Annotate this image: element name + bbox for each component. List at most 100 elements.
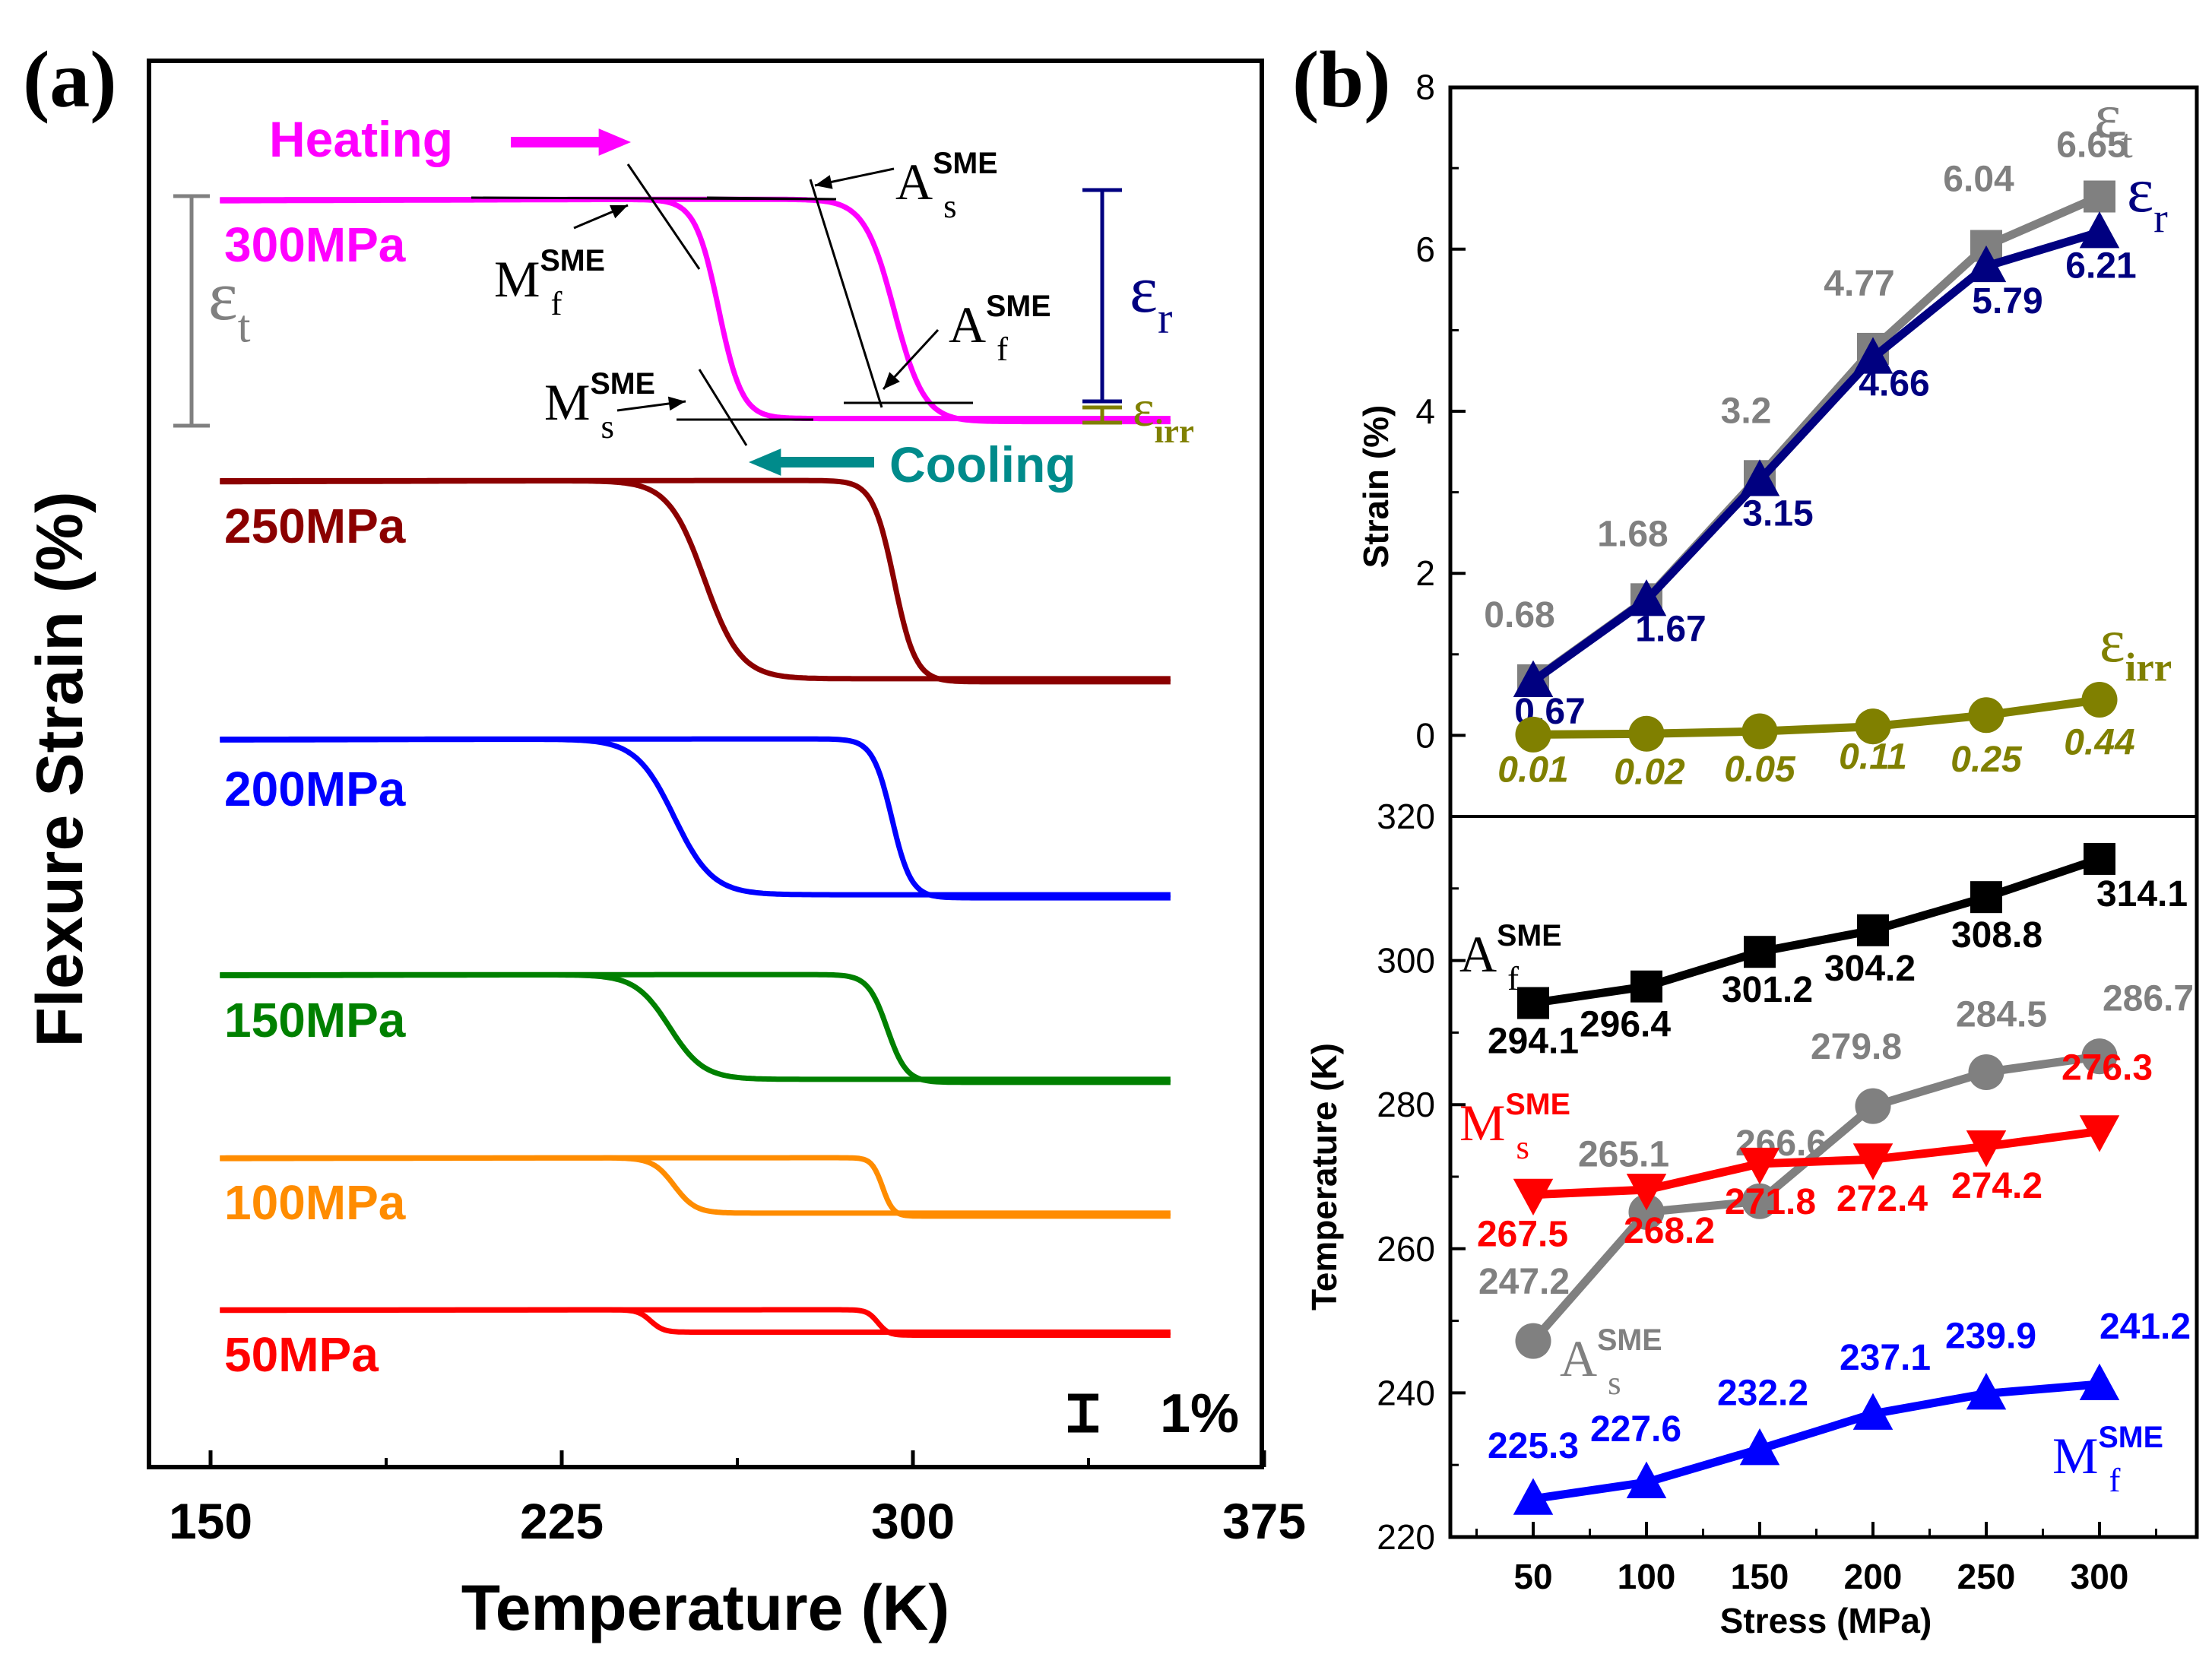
tangent-line: [698, 369, 748, 446]
data-point: [2079, 1363, 2120, 1401]
series-af: 294.1 296.4 301.2 304.2 308.8 314.1: [1488, 842, 2188, 1062]
data-label: 271.8: [1725, 1182, 1816, 1222]
data-label: 279.8: [1811, 1027, 1902, 1067]
axes-frame-b: [1448, 85, 2199, 1539]
x-tick-label: 150: [169, 1493, 252, 1549]
y-axis-title-top: Strain (%): [1356, 405, 1396, 569]
data-point: [1628, 1193, 1665, 1230]
x-tick-label: 300: [871, 1493, 955, 1549]
y-tick-label-bottom: 320: [1377, 797, 1435, 836]
scale-bar-label: 1%: [1160, 1383, 1239, 1444]
as-sme-label: ASME s: [895, 147, 998, 225]
data-point: [1744, 936, 1776, 968]
legend-ms-sme: MSME s: [1459, 1088, 1570, 1166]
data-label: 272.4: [1836, 1179, 1928, 1219]
data-label: 0.11: [1839, 737, 1907, 778]
x-axis-title-b: Stress (MPa): [1720, 1601, 1932, 1640]
symbol-base: A: [949, 296, 986, 353]
curve-200mpa: [219, 736, 1171, 901]
data-point: [1626, 1174, 1667, 1211]
eps-t-label: εt: [208, 257, 251, 352]
af-sme-label: ASME f: [949, 290, 1051, 368]
data-point: [1513, 660, 1554, 697]
symbol-base: ε: [1133, 379, 1155, 437]
symbol-base: A: [895, 153, 933, 211]
x-tick-label-b: 100: [1618, 1557, 1676, 1596]
data-label: 3.15: [1742, 494, 1813, 534]
data-point: [1628, 715, 1665, 752]
curve-label-300mpa: 300MPa: [224, 217, 406, 272]
data-label: 267.5: [1477, 1215, 1568, 1255]
series-line: [1532, 696, 2100, 739]
data-label: 268.2: [1624, 1211, 1715, 1251]
heating-label: Heating: [269, 111, 453, 167]
data-point: [2084, 180, 2115, 213]
cooling-label: Cooling: [889, 436, 1076, 493]
data-label: 296.4: [1580, 1005, 1671, 1045]
curve-label-50mpa: 50MPa: [224, 1327, 379, 1382]
eps-r-label: εr: [1130, 253, 1172, 343]
series-line: [1529, 1052, 2100, 1344]
tangent-line: [706, 196, 837, 201]
panel-b: (b) 0 2 4 6 8 Strain (%) 220 240 260 280 300 320 Temp…: [1292, 35, 2199, 1640]
data-label: 239.9: [1945, 1316, 2036, 1356]
data-point: [1741, 1183, 1778, 1219]
data-point: [2084, 842, 2115, 875]
curve-label-100mpa: 100MPa: [224, 1175, 406, 1230]
y-tick-label-bottom: 300: [1377, 941, 1435, 981]
data-point: [1513, 1478, 1554, 1515]
data-label: 0.01: [1497, 750, 1568, 790]
curve-100mpa: [219, 1155, 1171, 1219]
symbol-base: A: [1459, 925, 1497, 983]
y-tick-label-top: 0: [1415, 715, 1435, 755]
panel-label-a: (a): [23, 35, 117, 124]
symbol-sub: f: [997, 330, 1008, 368]
data-label: 308.8: [1951, 915, 2042, 956]
panel-a: 150 225 300 375 Temperature (K) Flexure Strai…: [23, 35, 1306, 1643]
y-tick-label-top: 8: [1415, 68, 1435, 107]
data-point: [1741, 713, 1778, 750]
y-axis-title-bottom: Temperature (K): [1304, 1043, 1344, 1310]
symbol-sub: irr: [1155, 412, 1194, 450]
legend-as-sme: ASME s: [1560, 1323, 1662, 1402]
x-tick-label: 375: [1222, 1493, 1306, 1549]
symbol-base: ε: [1130, 253, 1158, 327]
ms-leader-head: [667, 396, 686, 411]
x-tick-label-b: 300: [2071, 1557, 2129, 1596]
y-tick-label-top: 4: [1415, 391, 1435, 431]
data-point: [1739, 1147, 1780, 1185]
x-tick-label-b: 200: [1844, 1557, 1903, 1596]
data-label: 241.2: [2099, 1307, 2191, 1347]
symbol-base: ε: [2099, 608, 2125, 675]
symbol-sub: irr: [2125, 646, 2172, 690]
heating-arrow-head: [598, 128, 631, 156]
data-label: 247.2: [1478, 1262, 1570, 1302]
data-label: 6.04: [1943, 160, 2014, 200]
panel-label-b: (b): [1292, 35, 1391, 124]
data-label: 314.1: [2096, 874, 2188, 914]
data-label: 0.68: [1484, 595, 1554, 635]
symbol-sub: t: [238, 301, 251, 352]
symbol-sub: s: [1516, 1128, 1529, 1166]
heating-branch-50mpa: [219, 1307, 1171, 1338]
symbol-sup: SME: [2098, 1421, 2163, 1454]
y-tick-label-bottom: 220: [1377, 1517, 1435, 1557]
data-label: 0.25: [1951, 740, 2023, 780]
data-label: 274.2: [1951, 1166, 2042, 1206]
data-point: [1630, 970, 1662, 1003]
x-tick-label-b: 250: [1957, 1557, 2016, 1596]
data-label: 1.67: [1635, 609, 1706, 649]
data-point: [1513, 1178, 1554, 1215]
symbol-base: A: [1560, 1329, 1597, 1387]
heating-branch-150mpa: [219, 971, 1171, 1085]
symbol-base: ε: [2094, 81, 2121, 151]
series-mf: 225.3 227.6 232.2 237.1 239.9 241.2: [1488, 1307, 2191, 1515]
legend-eps-irr: εirr: [2099, 608, 2172, 690]
symbol-sub: t: [2121, 120, 2133, 166]
data-point: [1515, 1323, 1551, 1359]
data-point: [1966, 1130, 2007, 1168]
symbol-base: ε: [2127, 155, 2153, 226]
symbol-sub: s: [601, 407, 614, 445]
